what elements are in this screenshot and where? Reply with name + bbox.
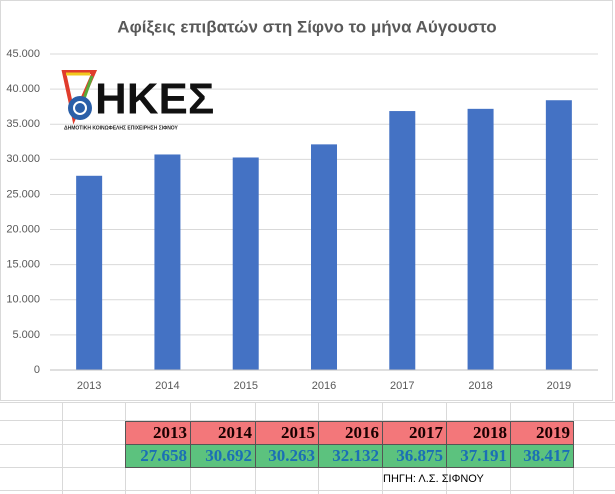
logo-subtitle: ΔΗΜΟΤΙΚΗ ΚΟΙΝΩΦΕΛΗΣ ΕΠΙΧΕΙΡΗΣΗ ΣΙΦΝΟΥ: [64, 125, 179, 131]
bar: [467, 108, 494, 370]
table-text: 27.658: [140, 446, 187, 465]
x-tick-label: 2016: [312, 380, 336, 392]
x-tick-label: 2019: [547, 380, 571, 392]
table-text: 2018: [473, 423, 507, 442]
x-tick-label: 2017: [390, 380, 414, 392]
logo-mark: [68, 96, 92, 120]
y-tick-label: 35.000: [6, 118, 40, 130]
table-text: 38.417: [523, 446, 570, 465]
bar: [389, 111, 416, 371]
x-tick-label: 2014: [155, 380, 179, 392]
table-cell: [510, 444, 574, 468]
bar: [545, 100, 572, 370]
y-tick-label: 40.000: [6, 83, 40, 95]
table-text: 36.875: [396, 446, 443, 465]
bar: [311, 144, 337, 370]
y-tick-label: 20.000: [6, 223, 40, 235]
chart-area: [0, 0, 613, 401]
table-text: 2017: [409, 423, 444, 442]
bar: [76, 175, 103, 370]
table-text: 30.263: [268, 446, 315, 465]
y-tick-label: 5.000: [12, 329, 40, 341]
table-text: 2019: [536, 423, 570, 442]
bar: [154, 154, 181, 370]
y-tick-label: 15.000: [6, 259, 40, 271]
y-tick-label: 0: [34, 364, 40, 376]
logo-mark: [73, 101, 87, 115]
source: ΠΗΓΗ: Λ.Σ. ΣΙΦΝΟΥ: [383, 473, 484, 485]
data-table: 2013 2014 2015 2016 2017 2018 2019 27.658 30.692…: [125, 421, 574, 468]
logo-text: ΗΚΕΣ: [95, 75, 214, 124]
y-tick-label: 30.000: [6, 153, 40, 165]
logo: ΗΚΕΣ ΔΗΜΟΤΙΚΗ ΚΟΙΝΩΦΕΛΗΣ ΕΠΙΧΕΙΡΗΣΗ ΣΙΦΝ…: [61, 70, 214, 131]
y-tick-label: 10.000: [6, 294, 40, 306]
chart-title: Αφίξεις επιβατών στη Σίφνο το μήνα Αύγου…: [117, 17, 496, 36]
table-text: 2014: [218, 423, 253, 442]
bar: [232, 157, 259, 370]
table-text: 30.692: [205, 446, 252, 465]
x-tick-label: 2013: [77, 380, 101, 392]
y-tick-label: 25.000: [6, 188, 40, 200]
x-tick-label: 2018: [468, 380, 492, 392]
y-tick-label: 45.000: [6, 48, 40, 60]
table-text: 2013: [153, 423, 187, 442]
table-text: 37.191: [460, 446, 507, 465]
table-text: 32.132: [332, 446, 379, 465]
table-text: 2015: [281, 423, 315, 442]
plot: 0 5.000 10.000 15.000 20.000 25.000 30.000 35.0…: [6, 48, 598, 392]
table-text: 2016: [345, 423, 379, 442]
x-tick-label: 2015: [233, 380, 257, 392]
